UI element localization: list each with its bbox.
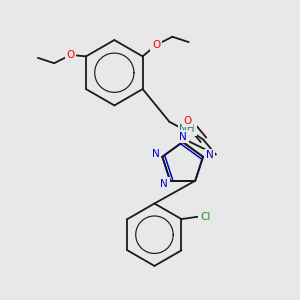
Text: Cl: Cl xyxy=(200,212,211,222)
Text: N: N xyxy=(160,179,168,189)
Text: N: N xyxy=(152,149,160,159)
Text: O: O xyxy=(183,116,192,126)
Text: N: N xyxy=(206,150,214,160)
Text: NH: NH xyxy=(179,124,195,134)
Text: O: O xyxy=(66,50,75,60)
Text: N: N xyxy=(179,132,187,142)
Text: O: O xyxy=(152,40,160,50)
